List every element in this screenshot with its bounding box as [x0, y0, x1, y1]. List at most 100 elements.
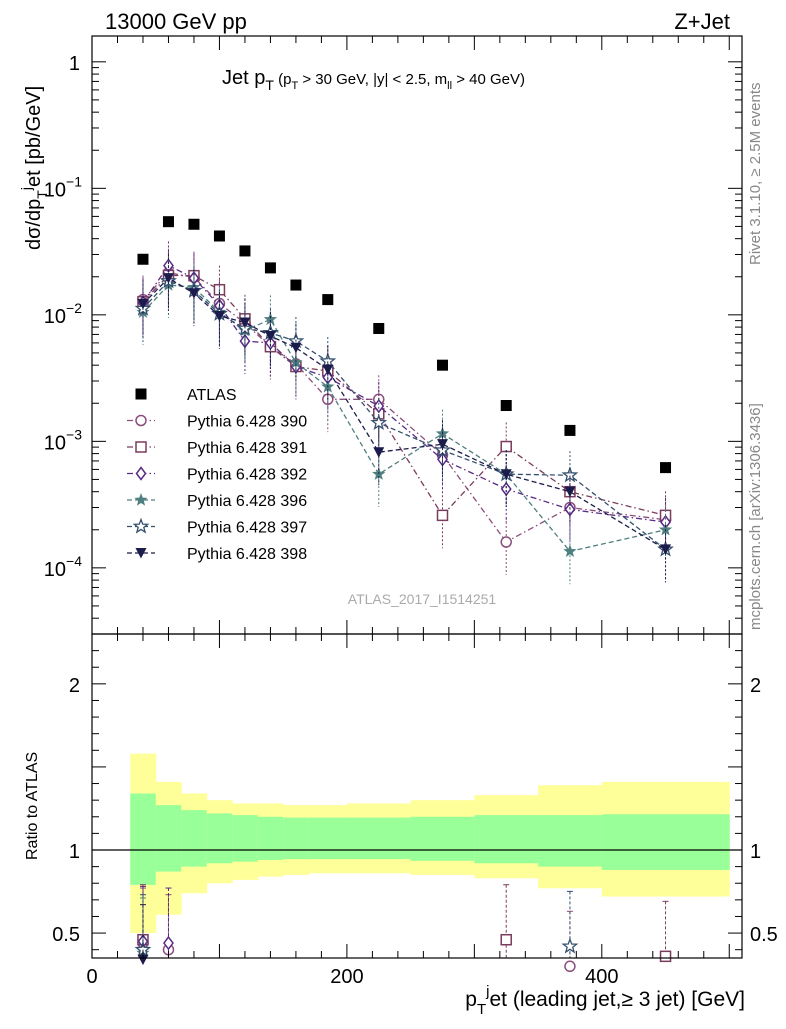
y-tick-label: 10−1 — [44, 173, 82, 201]
legend-label: Pythia 6.428 396 — [187, 493, 307, 510]
y-tick-label: 10−3 — [44, 426, 82, 454]
data-point — [239, 245, 251, 257]
ratio-y-tick-label: 1 — [69, 841, 80, 863]
legend-label: Pythia 6.428 397 — [187, 520, 307, 537]
legend-marker — [132, 517, 150, 534]
ratio-series-layer — [134, 884, 672, 973]
data-point — [137, 253, 149, 265]
uncertainty-band-inner — [155, 805, 182, 872]
data-point — [660, 544, 672, 555]
data-point — [500, 400, 512, 412]
uncertainty-band-inner — [206, 813, 233, 864]
x-tick-label: 0 — [86, 966, 97, 988]
legend: ATLAS Pythia 6.428 390 Pythia 6.428 391 Pyt… — [127, 387, 307, 563]
y-tick-label: 10−4 — [44, 553, 82, 581]
data-point — [561, 466, 579, 483]
legend-label: Pythia 6.428 398 — [187, 546, 307, 563]
x-tick-label: 200 — [330, 966, 363, 988]
data-point — [239, 317, 251, 328]
data-point — [436, 359, 448, 371]
data-point — [213, 230, 225, 242]
ratio-y-tick-label: 0.5 — [52, 924, 80, 946]
data-point — [322, 364, 334, 375]
data-point — [500, 481, 512, 497]
legend-marker — [135, 466, 147, 481]
main-series-layer — [134, 216, 674, 585]
legend-label: Pythia 6.428 392 — [187, 467, 307, 484]
ratio-y-tick-label-right: 1 — [750, 841, 761, 863]
data-point — [188, 288, 200, 299]
ratio-y-tick-label-right: 0.5 — [750, 924, 778, 946]
main-title: Jet pT (pT > 30 GeV, |y| < 2.5, mll > 40… — [222, 67, 525, 93]
data-point — [319, 352, 337, 369]
data-point — [563, 544, 577, 558]
data-point — [188, 218, 200, 230]
ratio-panel — [92, 753, 742, 934]
data-point — [290, 342, 302, 354]
data-point — [658, 522, 673, 536]
uncertainty-band-inner — [283, 817, 310, 860]
data-point — [264, 262, 276, 274]
data-point — [373, 322, 385, 334]
y-tick-label: 1 — [69, 53, 80, 75]
data-point — [264, 331, 276, 342]
ratio-point — [500, 933, 512, 946]
data-point — [162, 273, 174, 284]
ratio-point — [137, 954, 149, 966]
legend-marker — [135, 441, 147, 453]
x-axis-label: pTjet (leading jet,≥ 3 jet) [GeV] — [465, 983, 745, 1018]
uncertainty-band-inner — [601, 814, 730, 870]
data-point — [564, 486, 576, 498]
legend-label: Pythia 6.428 391 — [187, 440, 307, 457]
main-frame: 10−4 10−3 10−2 10−1 1 — [44, 35, 743, 635]
uncertainty-band-inner — [474, 815, 539, 864]
uncertainty-band-inner — [257, 816, 284, 860]
energy-label: 13000 GeV pp — [105, 9, 247, 34]
legend-marker — [135, 414, 147, 427]
uncertainty-band-inner — [232, 815, 259, 862]
main-axes-frame — [91, 35, 743, 635]
data-point — [564, 424, 576, 436]
uncertainty-band-inner — [130, 793, 157, 885]
ratio-point — [561, 937, 579, 954]
process-label: Z+Jet — [674, 9, 730, 34]
uncertainty-band-inner — [346, 817, 412, 860]
x-tick-label: 400 — [585, 966, 618, 988]
legend-marker — [135, 388, 147, 400]
ratio-point — [163, 935, 174, 951]
legend-label: ATLAS — [187, 387, 237, 404]
ratio-point — [659, 950, 672, 963]
data-point — [436, 439, 448, 450]
mcplots-label: mcplots.cern.ch [arXiv:1306.3436] — [747, 403, 764, 630]
main-y-axis-label: dσ/dpTjet [pb/GeV] — [18, 86, 50, 250]
legend-marker — [134, 493, 148, 506]
data-point — [290, 279, 302, 291]
data-point — [370, 414, 388, 431]
uncertainty-band-inner — [308, 817, 348, 860]
data-point — [213, 310, 225, 322]
data-point — [500, 536, 512, 548]
data-point — [322, 294, 334, 306]
ratio-point — [564, 960, 576, 973]
legend-marker — [135, 548, 147, 559]
data-point — [373, 447, 385, 458]
analysis-id-label: ATLAS_2017_I1514251 — [348, 591, 497, 607]
rivet-version-label: Rivet 3.1.10, ≥ 2.5M events — [747, 83, 764, 266]
ratio-frame: 0.5 0.5 1 1 2 2 0 200 400 — [52, 633, 778, 988]
data-point — [436, 509, 449, 522]
ratio-y-tick-label-right: 2 — [750, 675, 761, 697]
legend-label: Pythia 6.428 390 — [187, 414, 307, 431]
data-point — [162, 216, 174, 228]
data-point — [660, 462, 672, 474]
ratio-y-axis-label: Ratio to ATLAS — [24, 752, 41, 860]
uncertainty-band-inner — [410, 816, 475, 861]
ratio-y-tick-label: 2 — [69, 675, 80, 697]
data-point — [500, 440, 512, 453]
data-point — [500, 469, 512, 480]
ratio-axes-frame — [91, 633, 743, 959]
data-point — [137, 298, 149, 310]
y-tick-label: 10−2 — [44, 300, 82, 328]
uncertainty-band-inner — [538, 815, 603, 867]
